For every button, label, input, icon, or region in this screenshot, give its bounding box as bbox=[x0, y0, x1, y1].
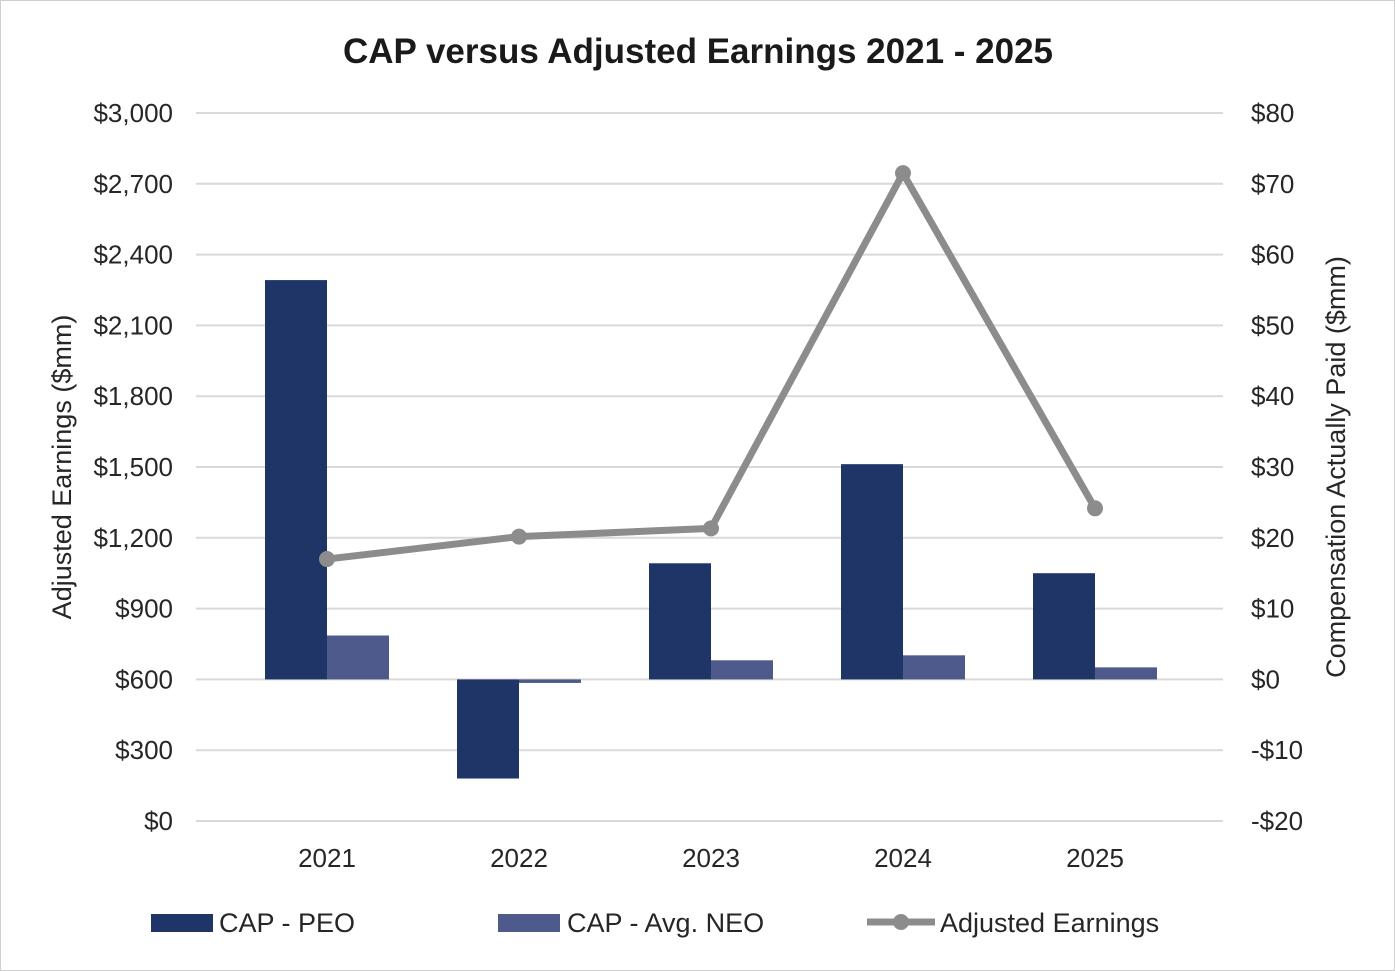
legend: CAP - PEO CAP - Avg. NEO Adjusted Earnin… bbox=[151, 908, 1159, 938]
legend-swatch-cap-peo bbox=[151, 914, 213, 932]
right-axis-ticks: -$20 -$10 $0 $10 $20 $30 $40 $50 $60 $70 $80 bbox=[1251, 98, 1303, 836]
left-tick-label: $600 bbox=[115, 664, 173, 694]
x-tick-label: 2023 bbox=[682, 843, 740, 873]
right-tick-label: $70 bbox=[1251, 169, 1294, 199]
line-series bbox=[319, 165, 1103, 568]
left-tick-label: $3,000 bbox=[93, 98, 173, 128]
bar-cap-peo bbox=[649, 563, 711, 680]
legend-swatch-cap-avg-neo bbox=[498, 914, 560, 932]
x-tick-label: 2021 bbox=[298, 843, 356, 873]
right-tick-label: -$10 bbox=[1251, 735, 1303, 765]
right-tick-label: $20 bbox=[1251, 523, 1294, 553]
right-axis-title: Compensation Actually Paid ($mm) bbox=[1321, 256, 1351, 678]
bar-cap-peo bbox=[457, 679, 519, 779]
left-tick-label: $0 bbox=[144, 806, 173, 836]
bar-cap-avg-neo bbox=[903, 655, 965, 680]
x-tick-label: 2024 bbox=[874, 843, 932, 873]
left-tick-label: $300 bbox=[115, 735, 173, 765]
x-axis-ticks: 2021 2022 2023 2024 2025 bbox=[298, 843, 1124, 873]
right-tick-label: $10 bbox=[1251, 594, 1294, 624]
left-axis-ticks: $0 $300 $600 $900 $1,200 $1,500 $1,800 $2,100 $2… bbox=[93, 98, 173, 836]
legend-label-adjusted-earnings: Adjusted Earnings bbox=[940, 908, 1159, 938]
right-tick-label: $30 bbox=[1251, 452, 1294, 482]
legend-label-cap-peo: CAP - PEO bbox=[219, 908, 355, 938]
left-tick-label: $900 bbox=[115, 594, 173, 624]
right-tick-label: $80 bbox=[1251, 98, 1294, 128]
point-adjusted-earnings bbox=[1087, 500, 1103, 517]
left-tick-label: $1,200 bbox=[93, 523, 173, 553]
left-tick-label: $2,700 bbox=[93, 169, 173, 199]
left-tick-label: $1,800 bbox=[93, 381, 173, 411]
point-adjusted-earnings bbox=[895, 165, 911, 182]
bar-cap-avg-neo bbox=[519, 679, 581, 683]
legend-label-cap-avg-neo: CAP - Avg. NEO bbox=[567, 908, 764, 938]
chart-title: CAP versus Adjusted Earnings 2021 - 2025 bbox=[343, 32, 1053, 71]
legend-swatch-adjusted-earnings-marker bbox=[893, 914, 909, 930]
left-tick-label: $2,400 bbox=[93, 240, 173, 270]
bar-cap-avg-neo bbox=[1095, 667, 1157, 680]
bar-cap-peo bbox=[265, 280, 327, 680]
bar-series bbox=[265, 280, 1157, 779]
right-tick-label: $60 bbox=[1251, 240, 1294, 270]
point-adjusted-earnings bbox=[511, 528, 527, 545]
bar-cap-avg-neo bbox=[327, 635, 389, 680]
x-tick-label: 2025 bbox=[1066, 843, 1124, 873]
left-tick-label: $2,100 bbox=[93, 310, 173, 340]
left-axis-title: Adjusted Earnings ($mm) bbox=[47, 315, 77, 620]
bar-cap-avg-neo bbox=[711, 660, 773, 680]
left-tick-label: $1,500 bbox=[93, 452, 173, 482]
point-adjusted-earnings bbox=[703, 520, 719, 537]
right-tick-label: $0 bbox=[1251, 664, 1280, 694]
bar-cap-peo bbox=[841, 464, 903, 680]
bar-cap-peo bbox=[1033, 573, 1095, 680]
right-tick-label: $40 bbox=[1251, 381, 1294, 411]
x-tick-label: 2022 bbox=[490, 843, 548, 873]
right-tick-label: -$20 bbox=[1251, 806, 1303, 836]
point-adjusted-earnings bbox=[319, 551, 335, 568]
right-tick-label: $50 bbox=[1251, 310, 1294, 340]
line-adjusted-earnings bbox=[326, 169, 1099, 563]
